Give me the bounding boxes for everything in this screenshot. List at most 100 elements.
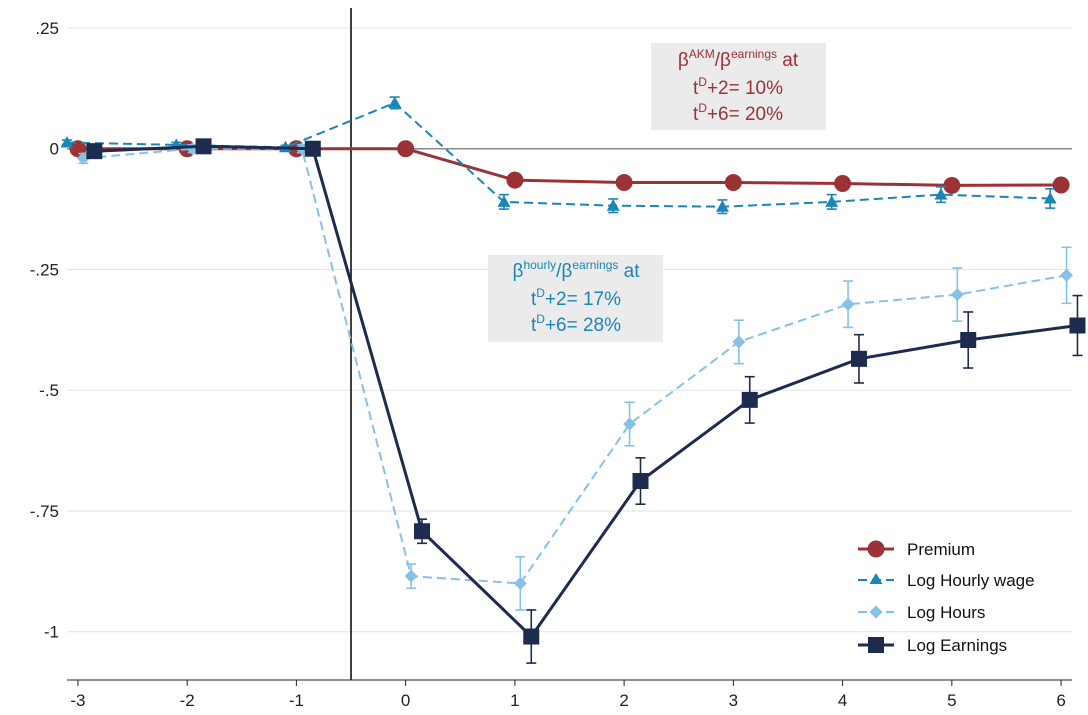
data-point-log-earnings (741, 391, 758, 408)
y-tick-label: -.75 (30, 502, 59, 521)
annotation-hourly-l2-t: t (531, 289, 537, 310)
data-point-log-hourly-wage (825, 195, 839, 207)
annotation-akm-sup2: earnings (731, 47, 777, 61)
data-point-log-earnings (960, 331, 977, 348)
data-point-log-earnings (850, 350, 867, 367)
annotation-akm-mid: /β (715, 50, 731, 71)
legend-label-log-hourly-wage: Log Hourly wage (907, 571, 1035, 590)
data-point-premium (834, 175, 852, 193)
annotation-akm-suffix: at (777, 50, 799, 71)
annotation-akm-line3: tD+6= 20% (693, 101, 783, 125)
data-point-log-hourly-wage (715, 200, 729, 212)
data-point-log-hourly-wage (60, 135, 74, 148)
data-point-log-hours (841, 297, 855, 311)
legend-label-log-earnings: Log Earnings (907, 636, 1007, 655)
series-line-log-earnings (94, 144, 1078, 639)
annotation-hourly-l3-val: +6= 28% (545, 315, 621, 336)
data-point-log-hours (513, 576, 527, 590)
data-point-log-hours (950, 288, 964, 302)
data-point-log-hourly-wage (497, 195, 511, 207)
data-point-premium (506, 171, 524, 189)
x-tick-label: 5 (947, 691, 956, 710)
series-layer (60, 96, 1086, 664)
annotation-akm-l3-sup: D (698, 101, 707, 115)
legend-swatch-marker-log-hourly-wage (869, 573, 883, 584)
annotation-hourly-sup2: earnings (572, 258, 618, 272)
annotation-akm-sup1: AKM (689, 47, 715, 61)
annotation-hourly-l2-sup: D (536, 286, 545, 300)
annotation-hourly-l2-val: +2= 17% (545, 289, 621, 310)
annotation-hourly-suffix: at (618, 261, 640, 282)
annotation-hourly: βhourly/βearnings at tD+2= 17% tD+6= 28% (488, 255, 663, 342)
legend-item-log-hours: Log Hours (858, 603, 985, 622)
annotation-akm-beta: β (678, 50, 689, 71)
y-tick-label: -.25 (30, 260, 59, 279)
data-point-log-hourly-wage (1043, 191, 1057, 204)
annotation-akm-box (651, 43, 826, 130)
axis-layer: .25 0 -.25 -.5 -.75 -1 -3 -2 -1 0 1 2 3 4 5 6 (30, 8, 1072, 710)
data-point-log-earnings (414, 523, 431, 540)
data-point-log-earnings (304, 140, 321, 157)
legend-swatch-marker-log-hours (869, 605, 883, 619)
x-tick-label: 0 (401, 691, 410, 710)
data-point-log-earnings (632, 473, 649, 490)
data-point-log-earnings (523, 628, 540, 645)
data-point-log-hours (1060, 268, 1074, 282)
x-tick-label: 6 (1056, 691, 1065, 710)
legend-swatch-marker-premium (867, 540, 885, 558)
legend-label-premium: Premium (907, 540, 975, 559)
annotation-akm-l2-val: +2= 10% (707, 78, 783, 99)
annotation-akm-l3-val: +6= 20% (707, 104, 783, 125)
x-tick-label: -2 (180, 691, 195, 710)
data-point-log-hours (623, 417, 637, 431)
data-point-log-hours (732, 335, 746, 349)
annotation-akm-l2-sup: D (698, 75, 707, 89)
series-line-premium (77, 147, 1062, 187)
annotation-hourly-l3-t: t (531, 315, 537, 336)
x-tick-label: 3 (729, 691, 738, 710)
series-line-log-hourly-wage (66, 101, 1051, 208)
annotation-hourly-mid: /β (556, 261, 572, 282)
legend-item-log-earnings: Log Earnings (858, 636, 1007, 655)
y-tick-label: -.5 (39, 381, 59, 400)
annotation-hourly-l3-sup: D (536, 312, 545, 326)
legend-label-log-hours: Log Hours (907, 603, 985, 622)
data-point-log-hourly-wage (934, 188, 948, 200)
annotation-hourly-line2: tD+2= 17% (531, 286, 621, 310)
annotation-hourly-line1: βhourly/βearnings at (513, 258, 641, 282)
annotation-akm: βAKM/βearnings at tD+2= 10% tD+6= 20% (651, 43, 826, 130)
annotation-akm-line1: βAKM/βearnings at (678, 47, 799, 71)
annotation-akm-l2-t: t (693, 78, 699, 99)
x-tick-label: 2 (619, 691, 628, 710)
annotation-hourly-sup1: hourly (523, 258, 556, 272)
annotation-hourly-line3: tD+6= 28% (531, 312, 621, 336)
series-line-log-hours (83, 147, 1067, 585)
legend-item-log-hourly-wage: Log Hourly wage (858, 571, 1035, 590)
y-tick-label: 0 (50, 140, 59, 159)
data-point-premium (397, 140, 415, 158)
data-point-log-earnings (1069, 317, 1086, 334)
data-point-premium (1052, 176, 1070, 194)
data-point-log-hourly-wage (388, 96, 402, 108)
annotation-akm-l3-t: t (693, 104, 699, 125)
legend-swatch-marker-log-earnings (868, 637, 884, 653)
data-point-log-earnings (86, 143, 103, 160)
annotation-akm-line2: tD+2= 10% (693, 75, 783, 99)
x-tick-label: -1 (289, 691, 304, 710)
data-point-premium (943, 176, 961, 194)
data-point-log-earnings (195, 138, 212, 155)
legend: Premium Log Hourly wage Log Hours Log Ea… (858, 540, 1035, 655)
y-tick-label: -1 (44, 623, 59, 642)
x-tick-label: 1 (510, 691, 519, 710)
annotation-hourly-beta: β (513, 261, 524, 282)
annotation-hourly-box (488, 255, 663, 342)
x-tick-label: 4 (838, 691, 847, 710)
data-point-log-hours (404, 569, 418, 583)
legend-item-premium: Premium (858, 540, 975, 559)
data-point-premium (724, 174, 742, 192)
y-tick-label: .25 (35, 19, 59, 38)
data-point-premium (615, 174, 633, 192)
x-tick-label: -3 (70, 691, 85, 710)
data-point-log-hourly-wage (606, 199, 620, 211)
